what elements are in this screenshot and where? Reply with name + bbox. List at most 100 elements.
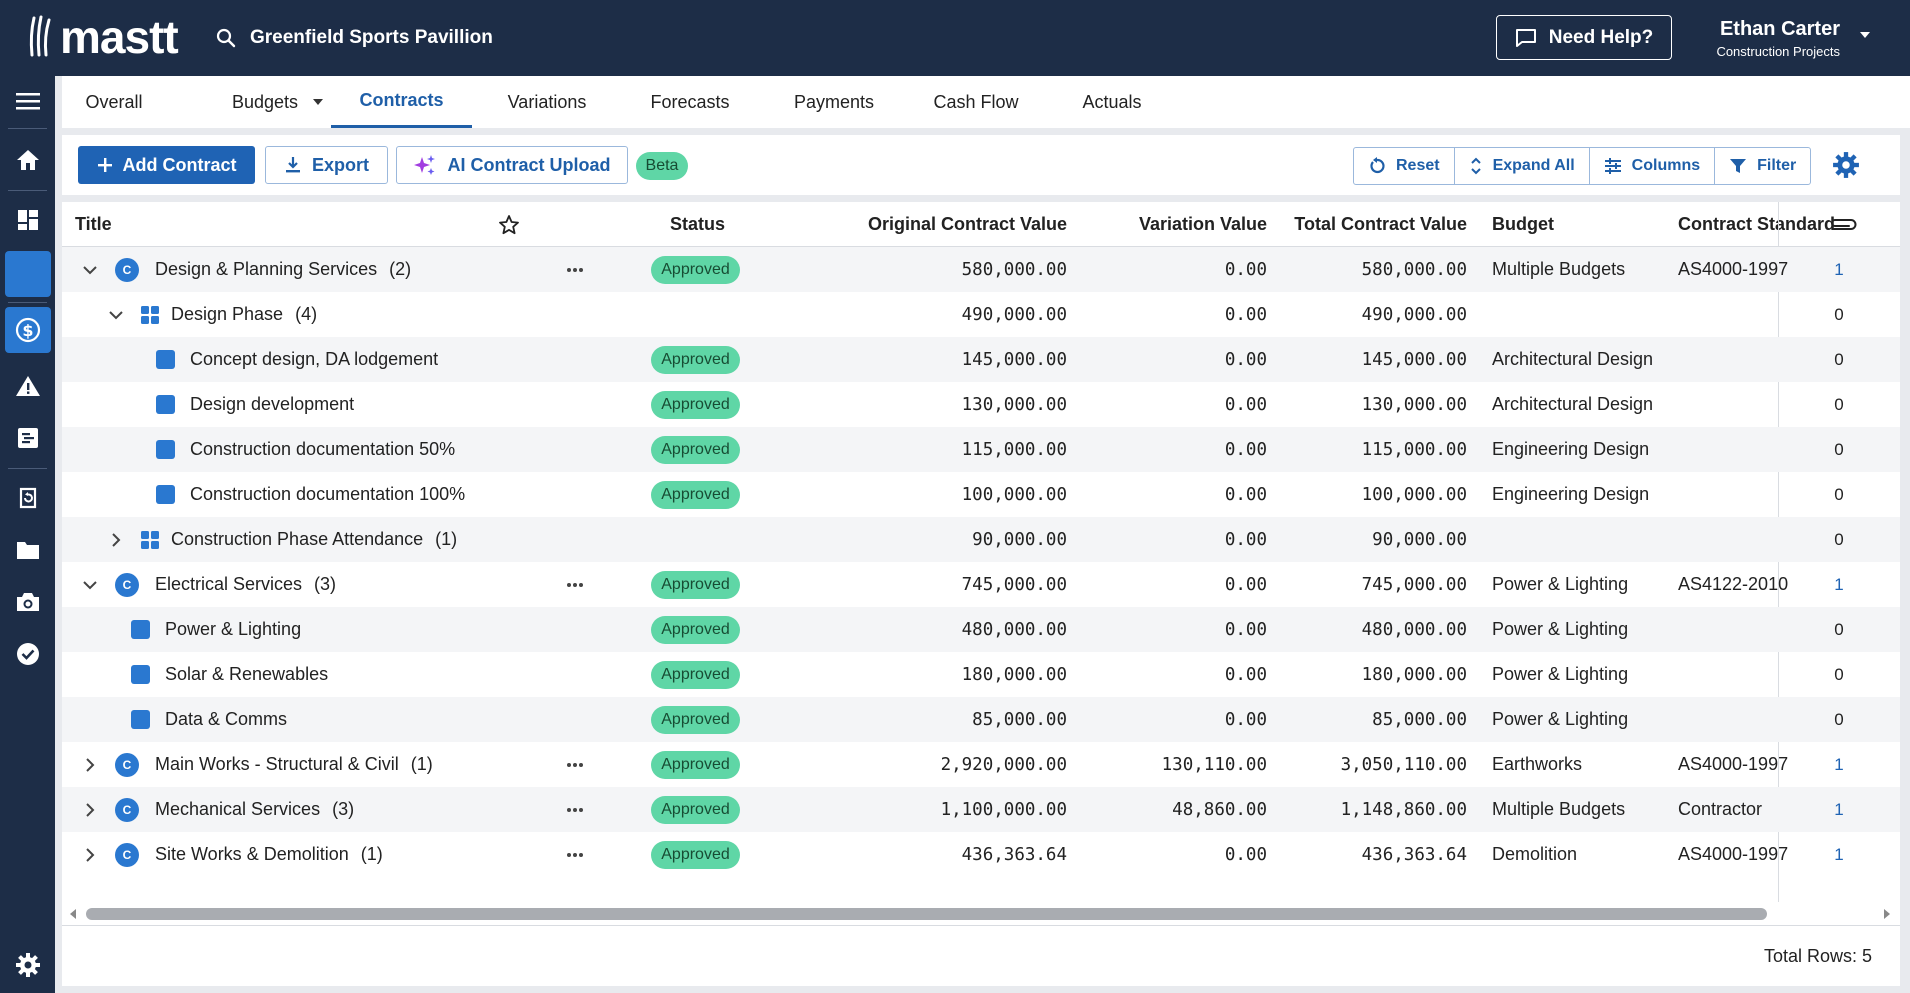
row-title[interactable]: Concept design, DA lodgement	[190, 349, 439, 369]
attachments-count[interactable]: 1	[1834, 844, 1844, 864]
horizontal-scrollbar[interactable]	[62, 902, 1900, 926]
table-row[interactable]: C Mechanical Services (3) Approved 1,100,000…	[62, 787, 1900, 832]
table-row[interactable]: Construction documentation 100% Approved 1…	[62, 472, 1900, 517]
table-row[interactable]: Data & Comms Approved 85,000.00 0.00 85,000.…	[62, 697, 1900, 742]
chevron-right-icon[interactable]	[79, 754, 101, 776]
column-header-variation-value[interactable]: Variation Value	[1138, 214, 1267, 234]
row-title[interactable]: Main Works - Structural & Civil	[155, 754, 399, 774]
export-button[interactable]: Export	[265, 146, 388, 184]
table-row[interactable]: C Design & Planning Services (2) Approved 58…	[62, 247, 1900, 292]
more-actions-icon[interactable]	[566, 247, 584, 292]
row-title[interactable]: Mechanical Services	[155, 799, 321, 819]
chevron-right-icon[interactable]	[79, 799, 101, 821]
row-title[interactable]: Site Works & Demolition	[155, 844, 349, 864]
more-actions-icon[interactable]	[566, 787, 584, 832]
column-header-budget[interactable]: Budget	[1492, 214, 1554, 234]
row-title[interactable]: Construction Phase Attendance	[171, 529, 424, 549]
row-title[interactable]: Construction documentation 100%	[190, 484, 466, 504]
table-row[interactable]: Concept design, DA lodgement Approved 145,…	[62, 337, 1900, 382]
row-title[interactable]: Design & Planning Services	[155, 259, 378, 279]
need-help-button[interactable]: Need Help?	[1496, 15, 1672, 60]
tasks-check-icon[interactable]	[5, 631, 51, 677]
line-item-square-icon	[156, 440, 175, 459]
scroll-left-arrow-icon[interactable]	[68, 908, 78, 920]
columns-button[interactable]: Columns	[1590, 148, 1716, 184]
row-title[interactable]: Design development	[190, 394, 355, 414]
column-header-total-value[interactable]: Total Contract Value	[1294, 214, 1467, 234]
table-row[interactable]: C Electrical Services (3) Approved 745,000.0…	[62, 562, 1900, 607]
chevron-right-icon[interactable]	[105, 529, 127, 551]
table-row[interactable]: Power & Lighting Approved 480,000.00 0.00 48…	[62, 607, 1900, 652]
menu-icon[interactable]	[5, 78, 51, 124]
history-icon[interactable]	[5, 475, 51, 521]
row-title[interactable]: Data & Comms	[165, 709, 288, 729]
add-contract-button[interactable]: Add Contract	[78, 146, 255, 184]
cost-dollar-icon[interactable]: $	[5, 307, 51, 353]
tab-contracts[interactable]: Contracts	[331, 76, 472, 128]
title-cell: C Site Works & Demolition (1)	[79, 832, 542, 877]
reset-button[interactable]: Reset	[1354, 148, 1455, 184]
attachments-count[interactable]: 1	[1834, 574, 1844, 594]
table-row[interactable]: Construction documentation 50% Approved 11…	[62, 427, 1900, 472]
row-title[interactable]: Construction documentation 50%	[190, 439, 456, 459]
folder-icon[interactable]	[5, 527, 51, 573]
total-value-cell: 130,000.00	[1361, 394, 1467, 415]
need-help-label: Need Help?	[1548, 26, 1654, 48]
chevron-down-icon[interactable]	[79, 574, 101, 596]
table-row[interactable]: Design development Approved 130,000.00 0.00…	[62, 382, 1900, 427]
row-title[interactable]: Design Phase	[171, 304, 284, 324]
attachments-count[interactable]: 1	[1834, 799, 1844, 819]
tab-overall[interactable]: Overall	[85, 91, 143, 112]
table-row[interactable]: Design Phase (4) 490,000.00 0.00 490,000.00 0	[62, 292, 1900, 337]
total-value-cell: 3,050,110.00	[1340, 754, 1467, 775]
row-title[interactable]: Electrical Services	[155, 574, 303, 594]
more-actions-icon[interactable]	[566, 742, 584, 787]
grid-tools-group: Reset Expand All Columns Filter	[1353, 147, 1812, 185]
row-title[interactable]: Power & Lighting	[165, 619, 302, 639]
risk-warning-icon[interactable]	[5, 363, 51, 409]
variation-value-cell: 0.00	[1224, 439, 1267, 460]
chevron-right-icon[interactable]	[79, 844, 101, 866]
table-row[interactable]: Solar & Renewables Approved 180,000.00 0.00…	[62, 652, 1900, 697]
original-value-cell: 145,000.00	[961, 349, 1067, 370]
tab-variations[interactable]: Variations	[507, 91, 587, 112]
chevron-down-icon[interactable]	[79, 259, 101, 281]
column-header-contract-standard[interactable]: Contract Standard	[1678, 214, 1836, 234]
tab-cash-flow[interactable]: Cash Flow	[933, 91, 1019, 112]
filter-button[interactable]: Filter	[1715, 148, 1810, 184]
reports-icon[interactable]	[5, 415, 51, 461]
ai-contract-upload-button[interactable]: AI Contract Upload	[396, 146, 628, 184]
attachments-count[interactable]: 1	[1834, 754, 1844, 774]
status-badge: Approved	[651, 436, 740, 464]
tab-actuals[interactable]: Actuals	[1082, 91, 1142, 112]
attachments-count[interactable]: 1	[1834, 259, 1844, 279]
table-row[interactable]: C Main Works - Structural & Civil (1) Appro…	[62, 742, 1900, 787]
tab-budgets[interactable]: Budgets	[192, 76, 364, 128]
user-menu[interactable]: Ethan Carter Construction Projects	[1700, 18, 1880, 60]
column-header-title[interactable]: Title	[75, 214, 112, 234]
row-title[interactable]: Solar & Renewables	[165, 664, 329, 684]
grid-settings-gear-icon[interactable]	[1832, 151, 1860, 179]
more-actions-icon[interactable]	[566, 562, 584, 607]
tab-forecasts[interactable]: Forecasts	[650, 91, 730, 112]
toolbar: Add Contract Export AI Contract Upload B…	[62, 135, 1900, 195]
mastt-logo[interactable]: mastt	[28, 12, 179, 62]
title-cell: Design Phase (4)	[105, 292, 542, 337]
scroll-right-arrow-icon[interactable]	[1882, 908, 1892, 920]
chevron-down-icon[interactable]	[105, 304, 127, 326]
home-icon[interactable]	[5, 137, 51, 183]
dashboard-icon[interactable]	[5, 197, 51, 243]
table-row[interactable]: C Site Works & Demolition (1) Approved 436,3…	[62, 832, 1900, 877]
scrollbar-thumb[interactable]	[86, 908, 1767, 920]
table-row[interactable]: Construction Phase Attendance (1) 90,000.0…	[62, 517, 1900, 562]
tab-payments[interactable]: Payments	[793, 91, 875, 112]
camera-icon[interactable]	[5, 579, 51, 625]
column-header-status[interactable]: Status	[670, 214, 726, 234]
expand-all-button[interactable]: Expand All	[1455, 148, 1590, 184]
attachment-paperclip-icon[interactable]	[1828, 202, 1858, 247]
column-header-original-value[interactable]: Original Contract Value	[867, 214, 1067, 234]
settings-gear-icon[interactable]	[5, 942, 51, 988]
project-search[interactable]: Greenfield Sports Pavillion	[216, 22, 493, 54]
favorite-star-icon[interactable]	[498, 202, 520, 247]
more-actions-icon[interactable]	[566, 832, 584, 877]
